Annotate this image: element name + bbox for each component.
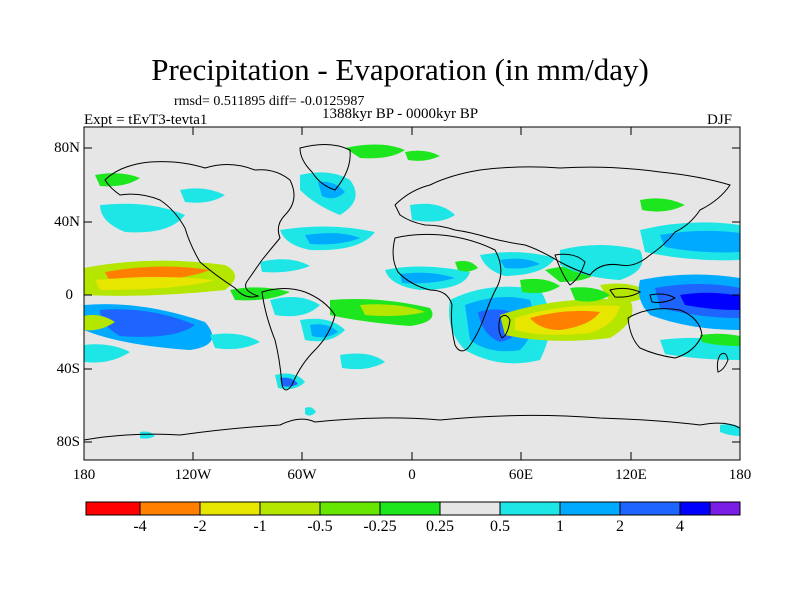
- anomaly-patch: [180, 188, 225, 203]
- colorbar-label: -1: [253, 518, 267, 535]
- x-axis-ticks: [83, 127, 632, 460]
- season-label: DJF: [707, 112, 733, 128]
- anomaly-patch: [100, 203, 185, 233]
- coastline-madagascar: [498, 314, 511, 339]
- anomaly-patch: [360, 304, 425, 316]
- anomaly-patch: [140, 431, 155, 439]
- anomaly-patch: [210, 333, 260, 350]
- anomaly-patch: [600, 283, 650, 303]
- anomaly-patch: [410, 203, 455, 222]
- anomaly-patch: [520, 278, 560, 294]
- coastline-indonesia: [609, 287, 642, 298]
- coastline-antarctica: [84, 414, 740, 441]
- anomaly-patch: [500, 258, 540, 269]
- anomaly-field: [84, 144, 740, 439]
- colorbar-swatch: [379, 501, 441, 516]
- colorbar-label: -4: [133, 518, 147, 535]
- anomaly-patch: [700, 333, 740, 346]
- anomaly-patch: [530, 310, 600, 330]
- colorbar-swatch: [709, 501, 741, 516]
- period-label: 1388kyr BP - 0000kyr BP: [322, 106, 479, 122]
- anomaly-patch: [305, 407, 316, 416]
- colorbar-label: 0.5: [490, 518, 510, 535]
- colorbar-label: 1: [556, 518, 564, 535]
- anomaly-patch: [680, 292, 740, 310]
- coastline-eurasia: [394, 166, 731, 276]
- anomaly-patch: [660, 230, 740, 253]
- coastline-australia: [627, 308, 703, 359]
- colorbar-swatch: [319, 501, 381, 516]
- y-tick-label: 40S: [56, 361, 80, 377]
- coastline-south-america: [261, 288, 336, 391]
- anomaly-patch: [400, 272, 455, 284]
- colorbar-swatch: [139, 501, 201, 516]
- colorbar-label: -2: [193, 518, 207, 535]
- y-tick-label: 80N: [54, 140, 80, 156]
- colorbar-swatch: [619, 501, 681, 516]
- colorbar-swatch: [439, 501, 501, 516]
- colorbar-label: -0.5: [307, 518, 333, 535]
- anomaly-patch: [345, 144, 405, 159]
- x-tick-label: 180: [72, 467, 96, 483]
- colorbar-swatch: [199, 501, 261, 516]
- x-tick-label: 60W: [287, 467, 317, 483]
- x-tick-label: 180: [728, 467, 752, 483]
- coastlines: [84, 144, 740, 441]
- x-tick-label: 60E: [508, 467, 534, 483]
- x-tick-label: 0: [408, 467, 416, 483]
- coastline-africa: [392, 233, 502, 352]
- colorbar-swatch: [259, 501, 321, 516]
- anomaly-patch: [305, 233, 360, 245]
- y-tick-label: 0: [65, 287, 74, 303]
- colorbar-swatch: [499, 501, 561, 516]
- anomaly-patch: [640, 198, 685, 212]
- coastline-greenland: [299, 144, 351, 191]
- coastline-india: [554, 253, 586, 286]
- coastline-north-america: [104, 161, 295, 298]
- anomaly-patch: [280, 377, 298, 387]
- anomaly-patch: [84, 314, 115, 331]
- coastline-new-zealand: [716, 352, 729, 373]
- y-tick-label: 40N: [54, 214, 80, 230]
- experiment-label: Expt = tEvT3-tevta1: [84, 112, 208, 128]
- x-tick-label: 120E: [615, 467, 647, 483]
- colorbar: [85, 501, 741, 516]
- y-tick-label: 80S: [56, 434, 80, 450]
- colorbar-label: 4: [676, 518, 684, 535]
- anomaly-patch: [340, 353, 385, 370]
- anomaly-patch: [260, 259, 310, 273]
- colorbar-label: 0.25: [426, 518, 454, 535]
- colorbar-label: -0.25: [363, 518, 397, 535]
- anomaly-patch: [95, 173, 140, 187]
- y-axis-ticks: [84, 147, 740, 443]
- stats-line: rmsd= 0.511895 diff= -0.0125987: [174, 94, 365, 109]
- anomaly-patch: [230, 287, 290, 301]
- colorbar-swatch: [679, 501, 711, 516]
- colorbar-swatch: [85, 501, 141, 516]
- anomaly-patch: [570, 287, 610, 302]
- colorbar-label: 2: [616, 518, 624, 535]
- anomaly-patch: [405, 150, 440, 161]
- anomaly-patch: [270, 296, 320, 317]
- anomaly-patch: [95, 277, 215, 290]
- anomaly-patch: [84, 344, 130, 363]
- anomaly-patch: [455, 260, 478, 272]
- anomaly-patch: [100, 309, 195, 337]
- anomaly-patch: [720, 424, 740, 436]
- map-title: Precipitation - Evaporation (in mm/day): [151, 52, 649, 87]
- colorbar-swatch: [559, 501, 621, 516]
- x-tick-label: 120W: [174, 467, 212, 483]
- anomaly-patch: [318, 181, 345, 199]
- coastline-new-guinea: [649, 293, 677, 303]
